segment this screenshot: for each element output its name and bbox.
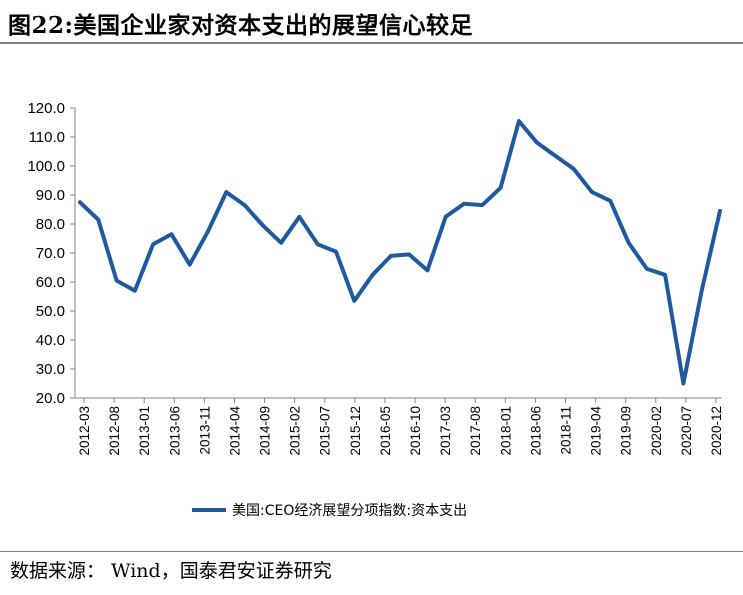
x-tick-label: 2016-10 (408, 406, 423, 456)
series-points (79, 120, 721, 384)
y-tick-label: 100.0 (27, 158, 65, 175)
data-point (518, 120, 520, 122)
x-tick-label: 2015-07 (318, 406, 333, 456)
data-point (79, 201, 81, 203)
y-tick-label: 120.0 (27, 100, 65, 117)
data-point (701, 290, 703, 292)
data-point (500, 187, 502, 189)
data-point (664, 274, 666, 276)
x-tick-label: 2014-09 (258, 406, 273, 456)
data-point (170, 233, 172, 235)
data-point (481, 204, 483, 206)
x-tick-label: 2014-04 (227, 406, 242, 456)
y-tick-label: 80.0 (36, 216, 65, 233)
x-tick-label: 2017-03 (438, 406, 453, 456)
data-point (609, 200, 611, 202)
y-tick-label: 50.0 (36, 303, 65, 320)
data-point (591, 191, 593, 193)
data-point (134, 290, 136, 292)
data-point (682, 383, 684, 384)
y-tick-label: 110.0 (29, 129, 65, 146)
data-point (298, 216, 300, 218)
data-point (646, 268, 648, 270)
legend-label: 美国:CEO经济展望分项指数:资本支出 (232, 503, 467, 519)
data-point (445, 216, 447, 218)
data-point (280, 242, 282, 244)
y-axis-ticks: 120.0 110.0 100.0 90.0 80.0 70.0 60.0 50.0 40.0 3… (27, 100, 75, 407)
data-point (225, 191, 227, 193)
x-tick-label: 2020-07 (679, 406, 694, 456)
x-tick-label: 2019-04 (589, 406, 604, 456)
data-point (536, 142, 538, 144)
line-chart: 120.0 110.0 100.0 90.0 80.0 70.0 60.0 50.0 40.0 3… (27, 100, 724, 519)
y-tick-label: 30.0 (36, 361, 65, 378)
y-tick-label: 40.0 (36, 332, 65, 349)
x-tick-label: 2015-02 (288, 406, 303, 456)
x-tick-label: 2018-01 (498, 406, 513, 456)
data-point (262, 224, 264, 226)
x-tick-label: 2017-08 (468, 406, 483, 456)
x-tick-label: 2018-11 (558, 406, 573, 455)
x-tick-label: 2020-02 (649, 406, 664, 456)
title-rule (0, 42, 743, 44)
data-point (97, 219, 99, 221)
y-tick-label: 70.0 (36, 245, 65, 262)
x-tick-label: 2013-06 (167, 406, 182, 456)
x-tick-label: 2019-09 (619, 406, 634, 456)
source-rule (0, 551, 743, 552)
x-tick-label: 2015-12 (348, 406, 363, 456)
x-tick-label: 2016-05 (378, 406, 393, 456)
y-tick-label: 60.0 (36, 274, 65, 291)
x-tick-label: 2013-01 (137, 406, 152, 456)
data-point (152, 243, 154, 245)
data-point (408, 253, 410, 255)
data-point (719, 210, 721, 212)
x-axis-ticks: 2012-03 2012-08 2013-01 2013-06 2013-11 2014-… (77, 398, 724, 456)
axes (74, 108, 722, 399)
series-line (78, 119, 722, 386)
x-tick-label: 2018-06 (528, 406, 543, 456)
x-tick-label: 2013-11 (197, 406, 212, 455)
data-point (317, 243, 319, 245)
legend: 美国:CEO经济展望分项指数:资本支出 (192, 503, 467, 519)
data-point (628, 242, 630, 244)
x-tick-label: 2012-03 (77, 406, 92, 456)
data-point (463, 203, 465, 205)
data-point (554, 155, 556, 157)
data-point (353, 300, 355, 302)
data-point (189, 264, 191, 266)
data-point (390, 255, 392, 257)
data-point (335, 251, 337, 253)
data-point (372, 274, 374, 276)
data-point (573, 168, 575, 170)
y-tick-label: 20.0 (36, 390, 65, 407)
y-tick-label: 90.0 (36, 187, 65, 204)
data-point (116, 280, 118, 282)
chart-title: 图22:美国企业家对资本支出的展望信心较足 (8, 12, 473, 39)
data-point (207, 230, 209, 232)
x-tick-label: 2020-12 (709, 406, 724, 456)
source-note: 数据来源： Wind，国泰君安证券研究 (10, 560, 332, 582)
data-point (244, 204, 246, 206)
x-tick-label: 2012-08 (107, 406, 122, 456)
data-point (426, 269, 428, 271)
